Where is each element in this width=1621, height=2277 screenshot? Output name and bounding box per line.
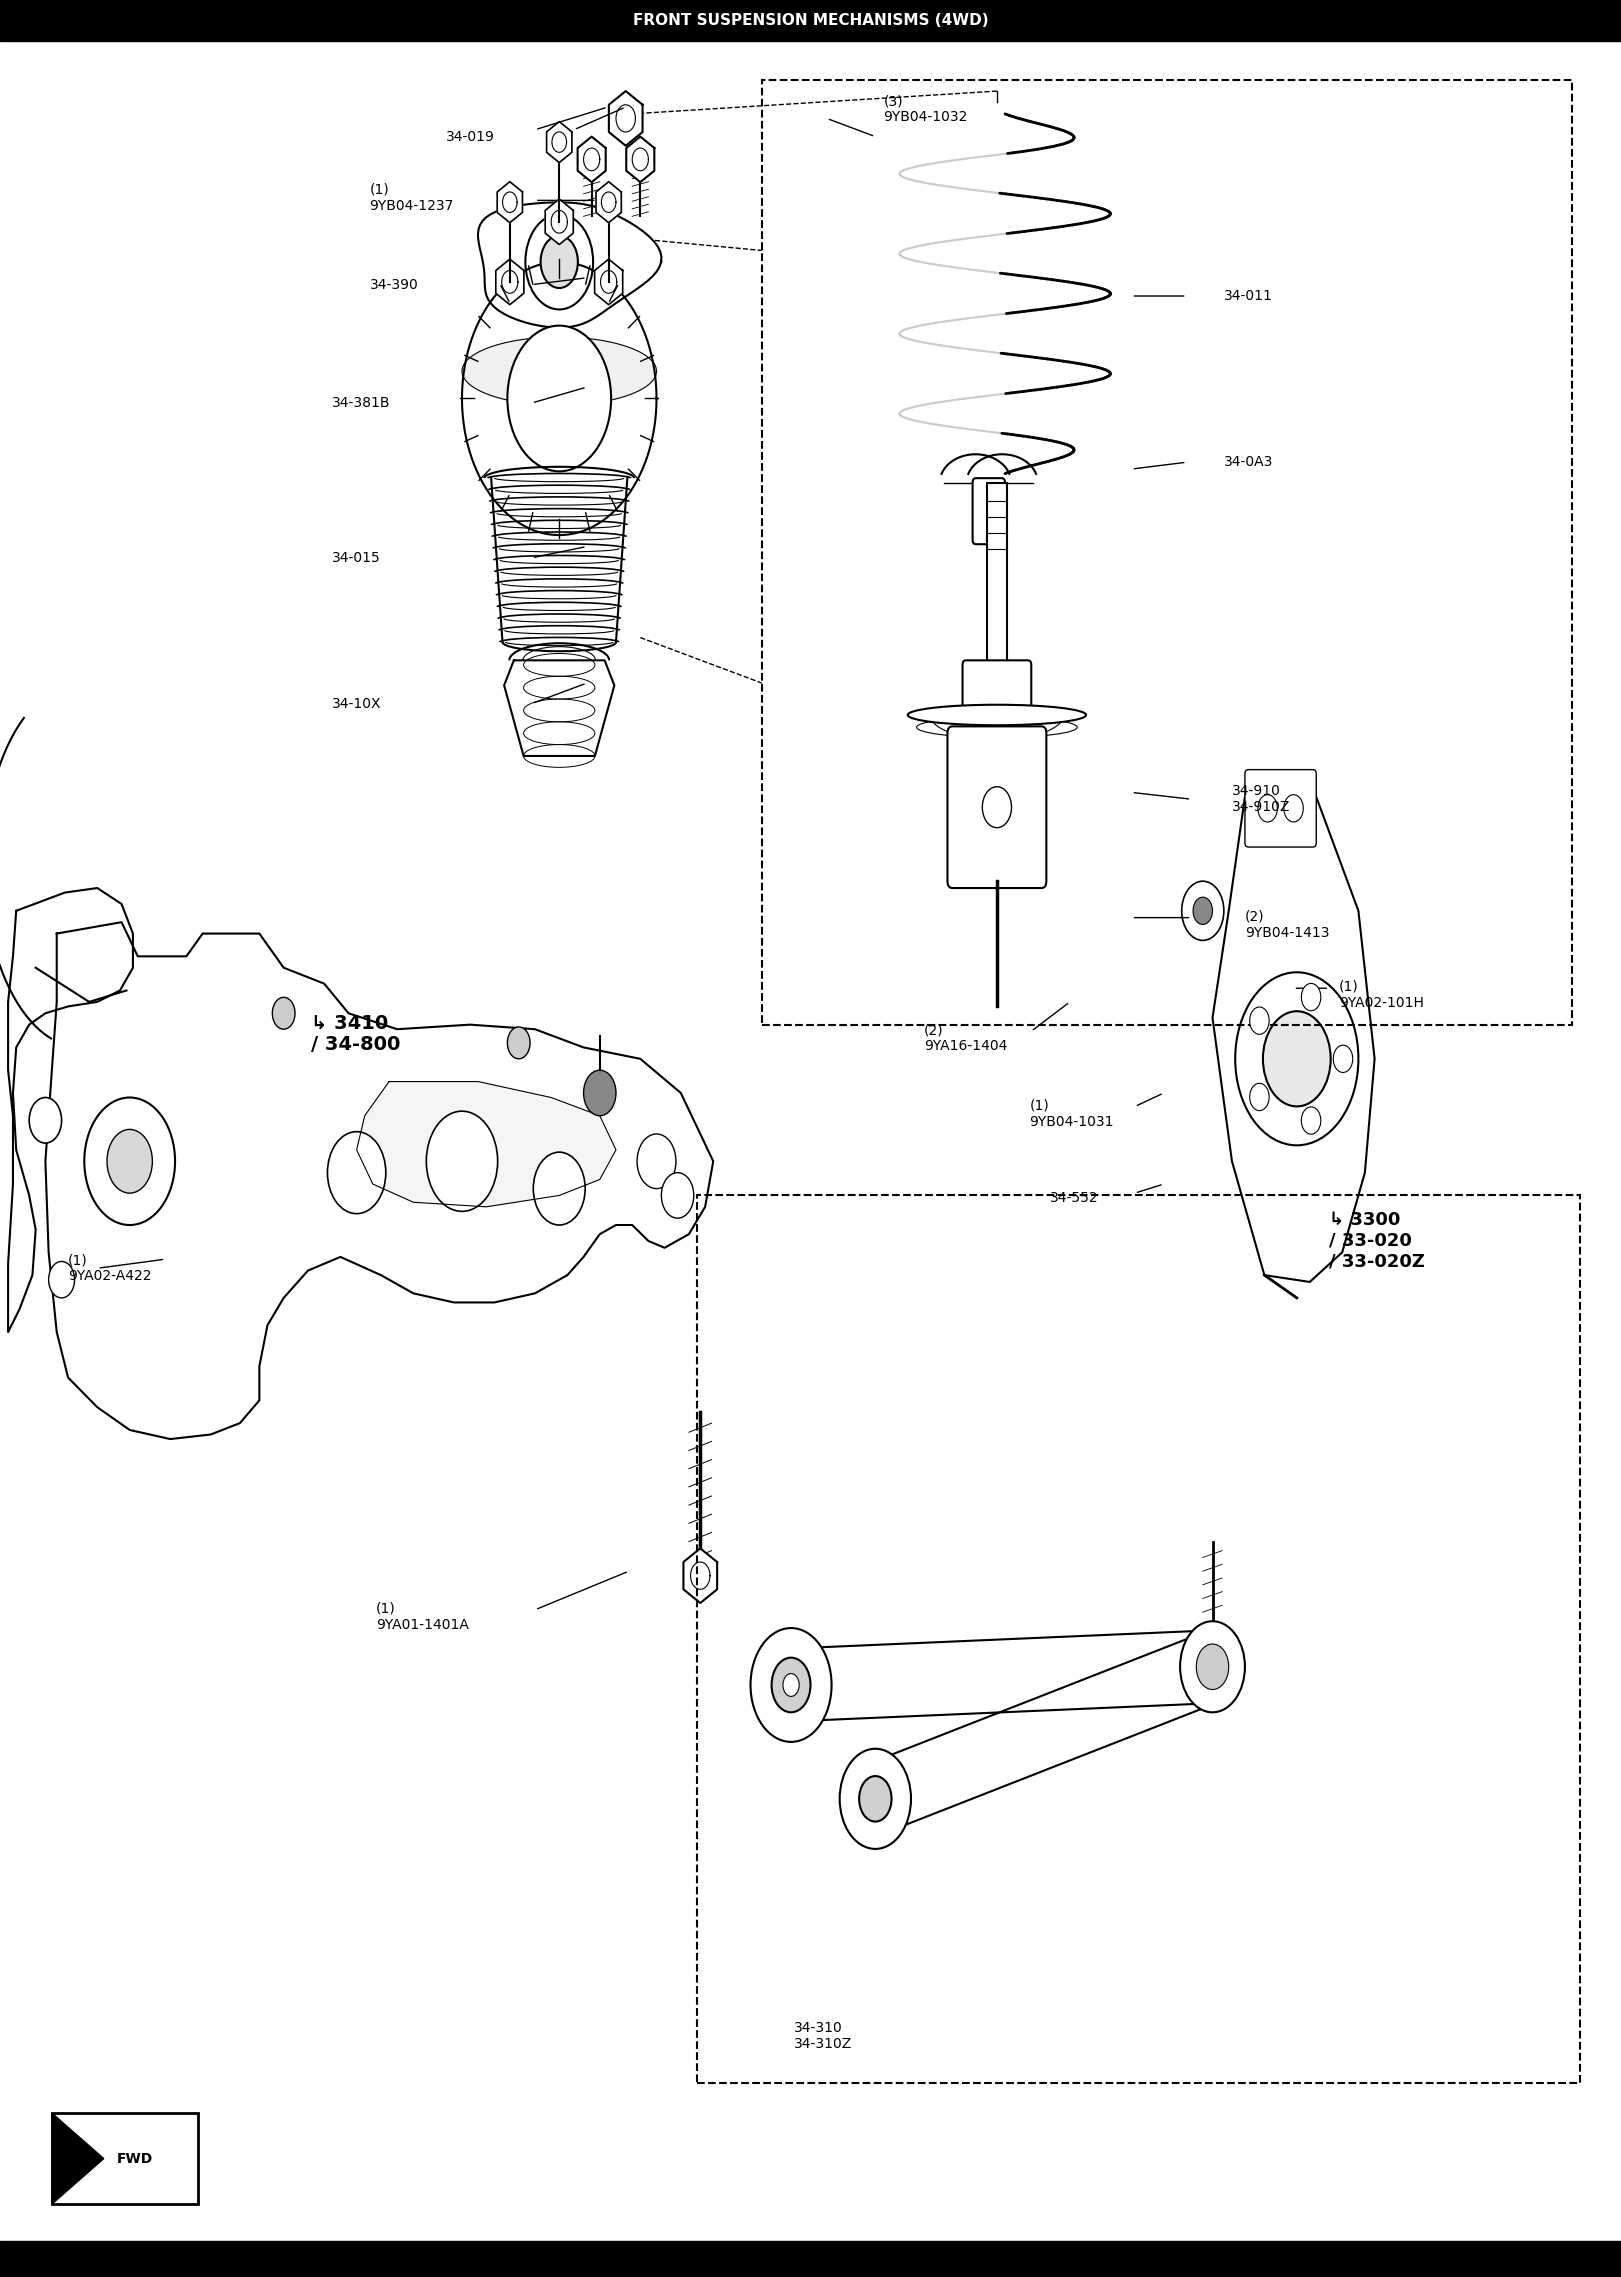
Circle shape (1250, 1084, 1269, 1111)
Circle shape (1196, 1644, 1229, 1690)
Polygon shape (626, 137, 655, 182)
Text: 34-10X: 34-10X (332, 697, 383, 710)
Circle shape (584, 1070, 616, 1116)
Text: ↳ 3300
/ 33-020
/ 33-020Z: ↳ 3300 / 33-020 / 33-020Z (1329, 1211, 1425, 1271)
Circle shape (1302, 984, 1321, 1011)
Text: (2)
9YB04-1413: (2) 9YB04-1413 (1245, 909, 1329, 940)
Text: (1)
9YA01-1401A: (1) 9YA01-1401A (376, 1601, 468, 1633)
Text: (1)
9YA02-A422: (1) 9YA02-A422 (68, 1252, 152, 1284)
Text: FRONT SUSPENSION MECHANISMS (4WD): FRONT SUSPENSION MECHANISMS (4WD) (632, 14, 989, 27)
Polygon shape (498, 182, 522, 223)
Circle shape (1180, 1621, 1245, 1712)
Text: (1)
9YB04-1031: (1) 9YB04-1031 (1029, 1098, 1114, 1129)
Polygon shape (595, 260, 622, 305)
Text: (1)
9YB04-1237: (1) 9YB04-1237 (370, 182, 454, 214)
Polygon shape (8, 888, 133, 1332)
Bar (0, 2241, 1621, 2277)
Text: 34-0A3: 34-0A3 (1224, 455, 1272, 469)
Text: (2)
9YA16-1404: (2) 9YA16-1404 (924, 1022, 1007, 1054)
Circle shape (507, 1027, 530, 1059)
Polygon shape (577, 137, 606, 182)
Circle shape (1284, 795, 1303, 822)
Polygon shape (478, 203, 661, 328)
FancyBboxPatch shape (987, 483, 1007, 665)
Ellipse shape (917, 717, 1076, 738)
Text: (3)
9YB04-1032: (3) 9YB04-1032 (883, 93, 968, 125)
Circle shape (982, 786, 1012, 827)
Text: 34-390: 34-390 (370, 278, 418, 291)
Polygon shape (869, 1633, 1219, 1833)
Circle shape (1263, 1011, 1331, 1107)
Text: 34-310
34-310Z: 34-310 34-310Z (794, 2020, 853, 2052)
Circle shape (1193, 897, 1213, 924)
Polygon shape (1213, 797, 1375, 1282)
Circle shape (507, 326, 611, 471)
Circle shape (751, 1628, 832, 1742)
Circle shape (840, 1749, 911, 1849)
FancyBboxPatch shape (1245, 770, 1316, 847)
Polygon shape (52, 2113, 104, 2204)
Circle shape (327, 1132, 386, 1214)
Text: 34-552: 34-552 (1050, 1191, 1099, 1205)
Text: 34-011: 34-011 (1224, 289, 1272, 303)
Circle shape (84, 1098, 175, 1225)
Polygon shape (462, 262, 657, 535)
Circle shape (1235, 972, 1358, 1145)
Polygon shape (546, 121, 572, 162)
FancyBboxPatch shape (947, 726, 1047, 888)
FancyBboxPatch shape (963, 660, 1031, 720)
Bar (0, 0, 1621, 41)
Circle shape (772, 1658, 810, 1712)
FancyBboxPatch shape (958, 715, 1036, 733)
Circle shape (525, 214, 593, 310)
Circle shape (107, 1129, 152, 1193)
Polygon shape (491, 478, 627, 642)
Circle shape (272, 997, 295, 1029)
Circle shape (541, 237, 577, 287)
Polygon shape (357, 1082, 616, 1207)
Polygon shape (496, 260, 524, 305)
Polygon shape (462, 337, 657, 405)
Circle shape (859, 1776, 892, 1822)
Circle shape (49, 1261, 75, 1298)
Polygon shape (597, 182, 621, 223)
Text: ↳ 3410
/ 34-800: ↳ 3410 / 34-800 (311, 1013, 400, 1054)
Polygon shape (545, 198, 574, 244)
Circle shape (661, 1173, 694, 1218)
Text: 34-910
34-910Z: 34-910 34-910Z (1232, 783, 1290, 815)
FancyBboxPatch shape (973, 478, 1005, 544)
Text: 34-381B: 34-381B (332, 396, 391, 410)
Text: (1)
9YA02-101H: (1) 9YA02-101H (1339, 979, 1423, 1011)
Circle shape (783, 1674, 799, 1696)
Text: FWD: FWD (117, 2152, 152, 2165)
Polygon shape (791, 1633, 1213, 1765)
Circle shape (1302, 1107, 1321, 1134)
Circle shape (1250, 1006, 1269, 1034)
Circle shape (1332, 1045, 1352, 1072)
Circle shape (1258, 795, 1277, 822)
Circle shape (426, 1111, 498, 1211)
Circle shape (533, 1152, 585, 1225)
Polygon shape (504, 660, 614, 756)
Text: 34-019: 34-019 (446, 130, 494, 143)
Text: 34-015: 34-015 (332, 551, 381, 565)
Circle shape (637, 1134, 676, 1189)
Circle shape (29, 1098, 62, 1143)
Polygon shape (684, 1548, 716, 1603)
Circle shape (1182, 881, 1224, 940)
Polygon shape (609, 91, 642, 146)
Ellipse shape (908, 704, 1086, 724)
Polygon shape (791, 1630, 1213, 1721)
Polygon shape (45, 922, 713, 1439)
